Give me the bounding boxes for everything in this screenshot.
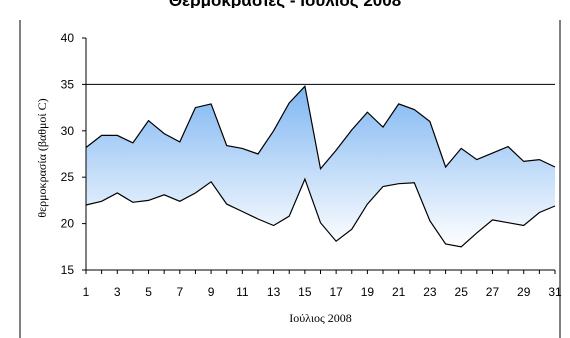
y-tick-label: 15: [61, 263, 75, 277]
x-tick-label: 21: [392, 285, 406, 299]
x-tick-label: 5: [145, 285, 152, 299]
x-tick-label: 23: [423, 285, 437, 299]
y-tick-label: 30: [61, 124, 75, 138]
x-tick-label: 27: [486, 285, 500, 299]
x-tick-label: 11: [236, 285, 249, 299]
series-line-min: [85, 177, 556, 248]
y-axis-title: θερμοκρασία (βαθμοί C): [35, 98, 49, 217]
temperature-band-area: [86, 86, 555, 247]
y-tick-label: 40: [61, 31, 75, 45]
x-tick-label: 7: [176, 285, 183, 299]
x-tick-label: 15: [298, 285, 312, 299]
series-line-max: [85, 85, 556, 171]
x-tick-label: 29: [517, 285, 531, 299]
y-tick-label: 25: [61, 170, 75, 184]
x-tick-label: 1: [83, 285, 90, 299]
y-tick-label: 35: [61, 77, 75, 91]
x-tick-label: 19: [361, 285, 375, 299]
x-tick-label: 13: [267, 285, 281, 299]
x-tick-label: 31: [548, 285, 562, 299]
chart-title: Θερμοκρασίες - Ιούλιος 2008: [169, 0, 401, 10]
plot-area: [82, 37, 556, 274]
y-tick-label: 20: [61, 217, 75, 231]
x-tick-label: 9: [208, 285, 215, 299]
x-axis-title: Ιούλιος 2008: [289, 311, 352, 325]
chart-title-group: Θερμοκρασίες - Ιούλιος 2008: [169, 0, 401, 10]
x-tick-label: 17: [329, 285, 343, 299]
chart-title-main: Θερμοκρασίες - Ιούλιος 2008: [169, 0, 401, 10]
x-tick-label: 3: [114, 285, 121, 299]
x-tick-label: 25: [455, 285, 469, 299]
